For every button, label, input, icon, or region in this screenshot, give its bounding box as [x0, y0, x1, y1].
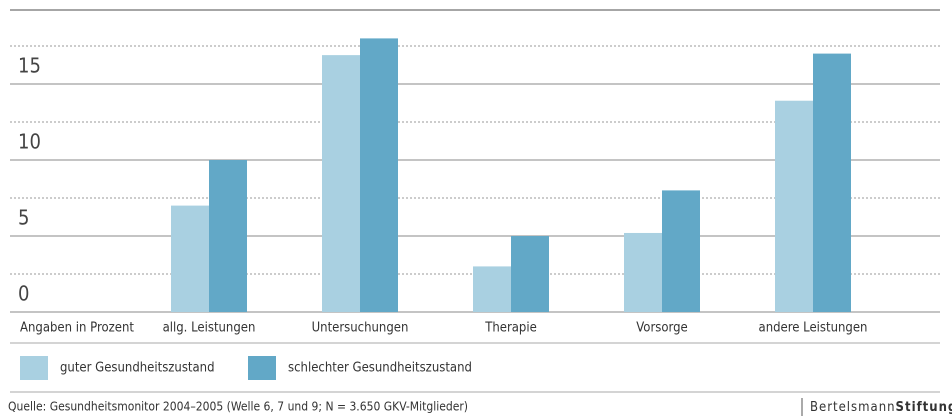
- bar: [813, 53, 851, 312]
- legend-swatch: [248, 356, 276, 380]
- x-tick-label: allg. Leistungen: [163, 321, 256, 336]
- bar: [209, 160, 247, 312]
- axis-note: Angaben in Prozent: [20, 321, 134, 336]
- x-tick-label: andere Leistungen: [759, 321, 868, 336]
- brand-bold: Stiftung: [896, 400, 952, 415]
- bar: [662, 190, 700, 312]
- y-tick-label: 0: [18, 282, 29, 306]
- legend-label: schlechter Gesundheitszustand: [288, 361, 472, 376]
- bar: [473, 266, 511, 312]
- x-tick-label: Therapie: [484, 321, 537, 336]
- bar: [360, 38, 398, 313]
- bar: [775, 100, 813, 312]
- x-tick-label: Vorsorge: [636, 321, 687, 336]
- bar: [171, 205, 209, 312]
- bar: [322, 55, 360, 313]
- bar: [511, 236, 549, 312]
- y-tick-label: 10: [18, 130, 41, 154]
- brand-light: Bertelsmann: [810, 400, 896, 415]
- x-tick-label: Untersuchungen: [312, 321, 409, 336]
- y-tick-label: 15: [18, 54, 41, 78]
- y-tick-label: 5: [18, 206, 29, 230]
- source: Quelle: Gesundheitsmonitor 2004–2005 (We…: [8, 400, 468, 414]
- legend-label: guter Gesundheitszustand: [60, 361, 215, 376]
- bar: [624, 232, 662, 312]
- brand: BertelsmannStiftung: [810, 400, 952, 415]
- legend-swatch: [20, 356, 48, 380]
